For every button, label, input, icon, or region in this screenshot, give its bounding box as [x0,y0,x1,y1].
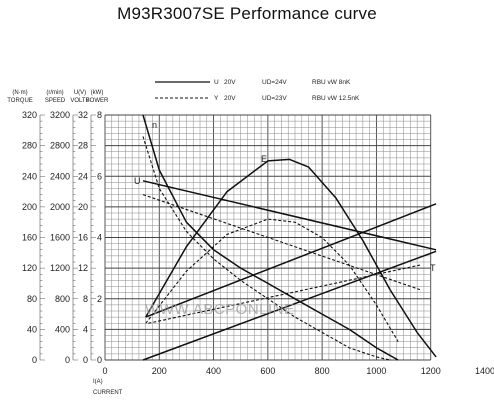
axis-header-name: VOLTS [70,98,89,104]
axis-header-unit: U(V) [74,90,86,96]
left-axis-tick-label: 200 [22,202,37,212]
series-lines: n E U T [134,114,437,361]
left-axis-tick-label: 1600 [50,233,70,243]
current-header-name: CURRENT [93,390,123,396]
x-tick-label: 800 [315,366,330,376]
legend-symbol: Y [214,95,219,102]
legend-rated-voltage: UD=24V [262,79,287,86]
series-line-t-solid [142,250,437,361]
series-line-i-solid [145,203,437,318]
left-axis-tick-label: 0 [32,355,37,365]
curve-label-n: n [152,120,157,130]
legend-rated-power: RBU vW 12.5nK [312,95,360,102]
series-line-n-dashed [142,136,391,361]
left-axis-tick-label: 2000 [50,202,70,212]
page-title: M93R3007SE Performance curve [117,4,377,23]
left-axis-tick-label: 32 [78,110,88,120]
left-axis-tick-label: 0 [83,355,88,365]
series-line-u-dashed [142,194,421,291]
axis-header-unit: (kW) [91,90,104,96]
left-axis-tick-label: 20 [78,202,88,212]
current-header-unit: I(A) [93,379,103,385]
left-axis-tick-label: 320 [22,110,37,120]
left-axis-tick-label: 160 [22,233,37,243]
curve-label-u: U [134,176,141,186]
axis-header-unit: (N·m) [12,90,27,96]
axis-header-name: SPEED [45,98,66,104]
grid [104,114,432,361]
axis-header-name: POWER [86,98,109,104]
left-axis-tick-label: 24 [78,171,88,181]
series-line-e-dashed [145,218,399,342]
power-tick-label: 2 [97,294,102,304]
x-tick-label: 200 [152,366,167,376]
left-axis-tick-label: 0 [65,355,70,365]
left-axis-tick-label: 8 [83,294,88,304]
left-axis-tick-label: 2400 [50,171,70,181]
x-tick-label: 400 [206,366,221,376]
series-line-e-solid [145,158,437,358]
legend-label: 20V [224,79,236,86]
x-tick-label: 0 [102,366,107,376]
left-axis-tick-label: 1200 [50,263,70,273]
power-tick-label: 8 [97,110,102,120]
power-tick-label: 4 [97,233,102,243]
left-axis-tick-label: 800 [55,294,70,304]
left-axis-tick-label: 400 [55,324,70,334]
x-tick-label: 1400 [475,366,494,376]
left-axis-tick-label: 28 [78,141,88,151]
series-line-n-solid [142,114,399,361]
legend: U 20V UD=24V RBU vW 8nK Y 20V UD=23V RBU vW 12.… [155,79,360,102]
left-axis-tick-label: 4 [83,324,88,334]
watermark: WWW.ABCPONLINE [145,301,295,318]
left-axis-tick-label: 2800 [50,141,70,151]
x-tick-label: 1200 [421,366,441,376]
left-axis-tick-label: 120 [22,263,37,273]
x-tick-label: 600 [260,366,275,376]
axis-header-name: TORQUE [7,98,33,104]
legend-symbol: U [214,79,219,86]
left-axis-tick-label: 80 [27,294,37,304]
series-line-t-dashed [148,264,421,324]
legend-rated-power: RBU vW 8nK [312,79,351,86]
legend-rated-voltage: UD=23V [262,95,287,102]
left-axis-tick-label: 12 [78,263,88,273]
left-axis-tick-label: 40 [27,324,37,334]
power-tick-label: 6 [97,171,102,181]
axis-header-unit: (r/min) [46,90,63,96]
x-tick-label: 1000 [366,366,386,376]
left-axis-tick-label: 16 [78,233,88,243]
axes: 0 200 400 600 800 1000 1200 1400024680408012016… [7,90,494,396]
left-axis-tick-label: 3200 [50,110,70,120]
left-axis-tick-label: 240 [22,171,37,181]
curve-label-e: E [261,154,267,164]
legend-label: 20V [224,95,236,102]
curve-label-t: T [430,263,436,273]
series-line-u-solid [142,180,437,251]
left-axis-tick-label: 280 [22,141,37,151]
power-tick-label: 0 [97,355,102,365]
